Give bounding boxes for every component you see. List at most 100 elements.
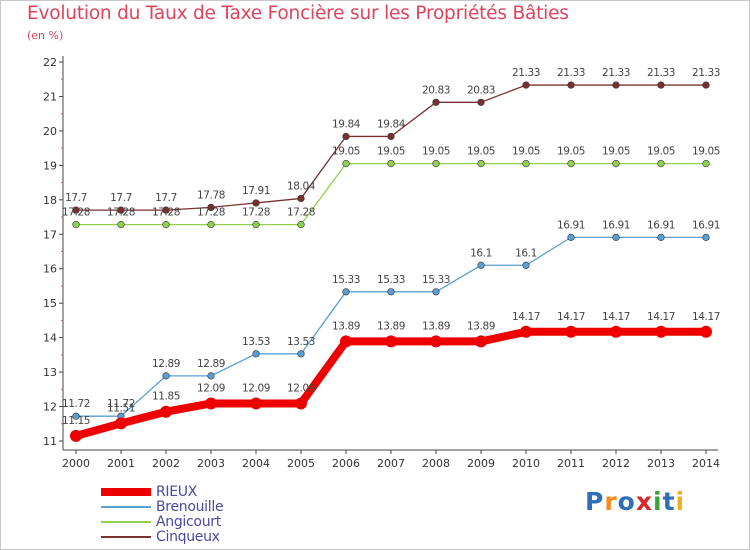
data-label-brenouille: 12.89 xyxy=(152,358,180,370)
data-label-brenouille: 12.89 xyxy=(197,358,225,370)
data-point-angicourt xyxy=(387,160,395,168)
legend-label: Brenouille xyxy=(156,499,224,515)
data-point-rieux xyxy=(520,325,532,338)
y-tick-label: 17 xyxy=(43,228,57,241)
data-point-brenouille xyxy=(72,412,80,420)
data-label-brenouille: 11.72 xyxy=(107,398,135,410)
data-point-rieux xyxy=(385,335,397,348)
data-point-brenouille xyxy=(702,233,710,241)
data-point-rieux xyxy=(70,429,82,442)
logo-letter: t xyxy=(662,487,676,516)
data-label-rieux: 12.09 xyxy=(287,382,315,394)
data-label-angicourt: 19.05 xyxy=(422,146,450,158)
data-label-brenouille: 13.53 xyxy=(242,336,270,348)
data-label-rieux: 13.89 xyxy=(467,320,495,332)
data-label-cinqueux: 19.84 xyxy=(377,118,406,130)
data-label-cinqueux: 17.78 xyxy=(197,189,225,201)
logo-letter: o xyxy=(617,487,636,516)
y-tick-label: 20 xyxy=(43,125,57,138)
data-label-brenouille: 15.33 xyxy=(377,274,405,286)
data-point-rieux xyxy=(205,397,217,410)
data-point-rieux xyxy=(610,325,622,338)
x-tick-label: 2014 xyxy=(692,457,720,470)
x-tick-label: 2007 xyxy=(377,457,405,470)
data-label-brenouille: 16.91 xyxy=(647,219,675,231)
legend-swatch xyxy=(101,488,151,496)
x-tick-label: 2000 xyxy=(62,457,90,470)
data-label-cinqueux: 20.83 xyxy=(467,84,495,96)
logo-letter: i xyxy=(675,487,686,516)
data-label-angicourt: 17.28 xyxy=(62,207,90,219)
x-tick-label: 2010 xyxy=(512,457,540,470)
data-point-brenouille xyxy=(342,288,350,296)
data-point-brenouille xyxy=(297,350,305,358)
data-label-cinqueux: 17.7 xyxy=(155,192,177,204)
data-label-rieux: 13.89 xyxy=(332,320,360,332)
data-label-angicourt: 17.28 xyxy=(242,207,270,219)
y-tick-label: 18 xyxy=(43,194,57,207)
legend-swatch xyxy=(101,506,151,508)
y-tick-label: 15 xyxy=(43,297,57,310)
x-tick-label: 2001 xyxy=(107,457,135,470)
data-point-rieux xyxy=(295,397,307,410)
data-label-cinqueux: 20.83 xyxy=(422,84,450,96)
data-label-angicourt: 19.05 xyxy=(557,146,585,158)
data-point-brenouille xyxy=(612,233,620,241)
data-label-cinqueux: 21.33 xyxy=(647,67,675,79)
data-label-angicourt: 19.05 xyxy=(692,146,720,158)
unit-label: (en %) xyxy=(27,29,64,42)
data-point-angicourt xyxy=(432,160,440,168)
data-point-cinqueux xyxy=(702,81,710,89)
y-tick-label: 12 xyxy=(43,401,57,414)
x-tick-label: 2002 xyxy=(152,457,180,470)
data-label-brenouille: 16.1 xyxy=(470,247,492,259)
y-tick-label: 19 xyxy=(43,159,57,172)
data-point-rieux xyxy=(430,335,442,348)
data-point-angicourt xyxy=(657,160,665,168)
data-point-brenouille xyxy=(477,261,485,269)
logo-letter: x xyxy=(635,487,653,516)
data-label-rieux: 11.15 xyxy=(62,415,90,427)
data-label-brenouille: 15.33 xyxy=(422,274,450,286)
legend-swatch xyxy=(101,536,151,538)
data-label-angicourt: 19.05 xyxy=(332,146,360,158)
x-tick-label: 2006 xyxy=(332,457,360,470)
x-tick-label: 2003 xyxy=(197,457,225,470)
x-tick-label: 2005 xyxy=(287,457,315,470)
x-tick-label: 2012 xyxy=(602,457,630,470)
data-point-cinqueux xyxy=(207,203,215,211)
data-point-rieux xyxy=(565,325,577,338)
chart-title: Evolution du Taux de Taxe Foncière sur l… xyxy=(27,3,569,24)
data-label-rieux: 14.17 xyxy=(512,311,540,323)
legend-label: RIEUX xyxy=(156,484,198,500)
data-point-angicourt xyxy=(477,160,485,168)
x-tick-label: 2013 xyxy=(647,457,675,470)
data-point-angicourt xyxy=(162,221,170,229)
data-point-brenouille xyxy=(252,350,260,358)
y-tick-label: 21 xyxy=(43,90,57,103)
x-tick-label: 2011 xyxy=(557,457,585,470)
data-label-brenouille: 15.33 xyxy=(332,274,360,286)
legend-label: Angicourt xyxy=(156,514,221,530)
data-point-angicourt xyxy=(72,221,80,229)
data-label-cinqueux: 18.04 xyxy=(287,180,316,192)
data-point-angicourt xyxy=(612,160,620,168)
y-tick-label: 14 xyxy=(43,332,57,345)
data-label-rieux: 12.09 xyxy=(197,382,225,394)
data-label-cinqueux: 17.91 xyxy=(242,185,270,197)
data-point-brenouille xyxy=(657,233,665,241)
data-label-brenouille: 16.91 xyxy=(557,219,585,231)
data-point-cinqueux xyxy=(567,81,575,89)
data-point-brenouille xyxy=(207,372,215,380)
y-tick-label: 11 xyxy=(43,435,57,448)
logo-letter: P xyxy=(585,487,605,516)
y-tick-label: 22 xyxy=(43,56,57,69)
data-point-rieux xyxy=(475,335,487,348)
data-label-angicourt: 17.28 xyxy=(152,207,180,219)
data-point-cinqueux xyxy=(252,199,260,207)
data-label-angicourt: 17.28 xyxy=(107,207,135,219)
data-point-cinqueux xyxy=(72,206,80,214)
data-label-angicourt: 19.05 xyxy=(467,146,495,158)
data-point-brenouille xyxy=(432,288,440,296)
